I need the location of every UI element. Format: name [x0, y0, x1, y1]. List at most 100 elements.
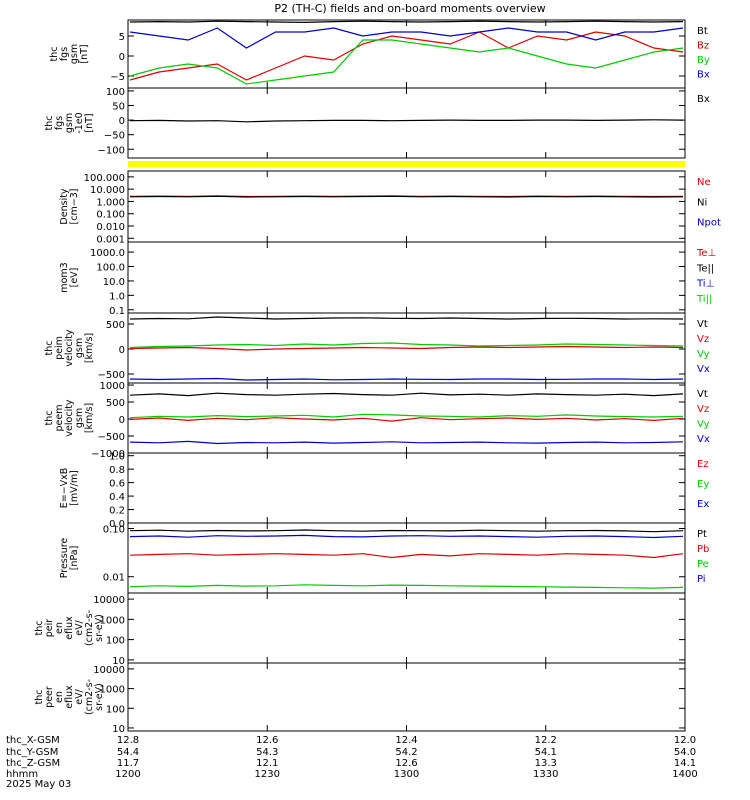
- y-axis-label-line: gsm: [74, 408, 85, 428]
- series-line-Vx: [129, 377, 684, 381]
- y-axis-label-line: thc: [49, 47, 60, 62]
- y-tick-label: 1000: [100, 685, 125, 696]
- panel-frame: [127, 241, 686, 314]
- y-tick-label: 1.000: [96, 197, 125, 208]
- x-tick-value: 54.4: [117, 747, 139, 758]
- legend-Ti⊥: Ti⊥: [696, 279, 714, 290]
- y-tick-label: 1000.0: [90, 248, 125, 259]
- y-axis-label-line: (cm2-s-: [84, 679, 95, 715]
- y-tick-label: 0.0: [109, 519, 125, 530]
- y-axis-label: Density [cm−3]: [59, 188, 80, 224]
- y-axis-label-line: [nPa]: [69, 546, 80, 571]
- y-tick-label: 0: [119, 52, 125, 63]
- plot-title: P2 (TH-C) fields and on-board moments ov…: [274, 2, 545, 15]
- y-tick-label: 0: [119, 345, 125, 356]
- legend-Vt: Vt: [697, 389, 708, 400]
- y-tick-label: 10.000: [90, 185, 125, 196]
- panel-frame: [127, 452, 686, 524]
- y-tick-label: −500: [98, 370, 125, 381]
- legend-Vx: Vx: [697, 364, 710, 375]
- y-tick-label: 10: [112, 656, 125, 667]
- y-axis-label-line: [nT]: [84, 113, 95, 132]
- x-tick-value: 54.1: [535, 747, 557, 758]
- legend-Ez: Ez: [697, 459, 709, 470]
- y-tick-label: 1.0: [109, 291, 125, 302]
- x-tick-value: 54.2: [395, 747, 417, 758]
- x-row-label: thc_Z-GSM: [6, 758, 60, 769]
- x-tick-value: 54.0: [674, 747, 696, 758]
- y-tick-label: 0: [119, 415, 125, 426]
- y-tick-label: 100.000: [84, 173, 125, 184]
- y-tick-label: 10.0: [103, 277, 125, 288]
- y-axis-label: thc fgs gsm -1e0 [nT]: [44, 112, 95, 133]
- series-line-Pb: [129, 553, 684, 559]
- panel-frame: [127, 592, 686, 664]
- x-tick-value: 11.7: [117, 758, 139, 769]
- y-axis-label-line: [nT]: [79, 44, 90, 63]
- y-axis-label-line: thc: [44, 116, 55, 131]
- panel-10: 10000 1000 100 10 thc peer en eflux eV/(cm2-s-sr…: [34, 662, 686, 735]
- y-axis-label-line: thc: [34, 621, 45, 636]
- y-axis-label-line: eV/: [74, 688, 85, 704]
- series-line-Vt: [129, 392, 684, 397]
- series-line-Vt: [129, 316, 684, 320]
- legend-Ne: Ne: [697, 177, 711, 188]
- x-tick-value: 1330: [533, 769, 558, 780]
- legend-Vy: Vy: [697, 349, 710, 360]
- y-axis-label-line: thc: [34, 690, 45, 705]
- legend-By: By: [697, 55, 710, 66]
- legend-Vt: Vt: [697, 319, 708, 330]
- y-axis-label-line: sr-eV): [94, 683, 105, 711]
- y-tick-label: −500: [98, 432, 125, 443]
- x-tick-value: 12.6: [395, 758, 417, 769]
- x-row-label: thc_X-GSM: [6, 735, 60, 746]
- legend-Bx: Bx: [697, 70, 710, 81]
- series-line-Vz: [129, 345, 684, 351]
- y-axis-label-line: thc: [44, 411, 55, 426]
- y-axis-label-line: thc: [44, 341, 55, 356]
- y-axis-label-line: en: [54, 691, 65, 703]
- y-axis-label-line: mom3: [59, 262, 70, 292]
- y-axis-label-line: en: [54, 622, 65, 634]
- panel-2: 100 50 0 −50 −100 thc fgs gsm -1e0 [nT] Bx: [44, 87, 710, 159]
- y-axis-label-line: (cm2-s-: [84, 610, 95, 646]
- series-line-Pi: [129, 534, 684, 539]
- y-axis-label: thc peir en eflux eV/(cm2-s-sr-eV): [34, 610, 105, 646]
- y-tick-label: 100: [106, 87, 125, 98]
- panel-frame: [127, 170, 686, 243]
- y-tick-label: 0.6: [109, 479, 125, 490]
- legend-Bz: Bz: [697, 41, 709, 52]
- x-tick-value: 12.6: [256, 735, 278, 746]
- y-axis-label-line: gsm: [64, 113, 75, 133]
- y-axis-label: thc peem velocity gsm [km/s]: [44, 399, 95, 437]
- x-tick-value: 12.4: [395, 735, 417, 746]
- y-axis-label-line: peer: [44, 686, 55, 708]
- y-tick-label: 500: [106, 320, 125, 331]
- legend-Pb: Pb: [697, 544, 709, 555]
- y-tick-label: 5: [119, 32, 125, 43]
- panel-9: 10000 1000 100 10 thc peir en eflux eV/(cm2-s-sr…: [34, 592, 686, 667]
- y-tick-label: 0.8: [109, 465, 125, 476]
- y-axis-label: thc peim velocity gsm [km/s]: [44, 329, 95, 367]
- y-tick-label: 10000: [93, 595, 125, 606]
- x-tick-value: 13.3: [535, 758, 557, 769]
- y-axis-label-line: peim: [54, 336, 65, 360]
- y-axis-label: Pressure [nPa]: [59, 538, 80, 579]
- y-tick-label: 0.10: [103, 524, 125, 535]
- x-tick-value: 12.0: [674, 735, 696, 746]
- y-tick-label: 0.010: [96, 222, 125, 233]
- legend-Ex: Ex: [697, 499, 709, 510]
- legend-Pe: Pe: [697, 559, 709, 570]
- series-line-Vx: [129, 440, 684, 445]
- series-line-Vy: [129, 342, 684, 349]
- legend-Ey: Ey: [697, 479, 709, 490]
- legend-Te||: Te||: [696, 263, 714, 274]
- legend-Te⊥: Te⊥: [696, 248, 716, 259]
- y-tick-label: −100: [98, 145, 125, 156]
- y-axis-label-line: [km/s]: [84, 333, 95, 363]
- series-line-Vz: [129, 417, 684, 422]
- legend-Vz: Vz: [697, 334, 709, 345]
- legend-Vz: Vz: [697, 404, 709, 415]
